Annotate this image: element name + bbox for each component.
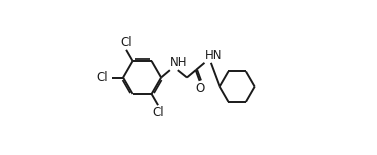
Text: HN: HN xyxy=(205,49,222,62)
Text: O: O xyxy=(195,82,204,95)
Text: Cl: Cl xyxy=(97,71,108,84)
Text: Cl: Cl xyxy=(120,36,132,49)
Text: NH: NH xyxy=(170,56,188,69)
Text: Cl: Cl xyxy=(152,106,164,119)
